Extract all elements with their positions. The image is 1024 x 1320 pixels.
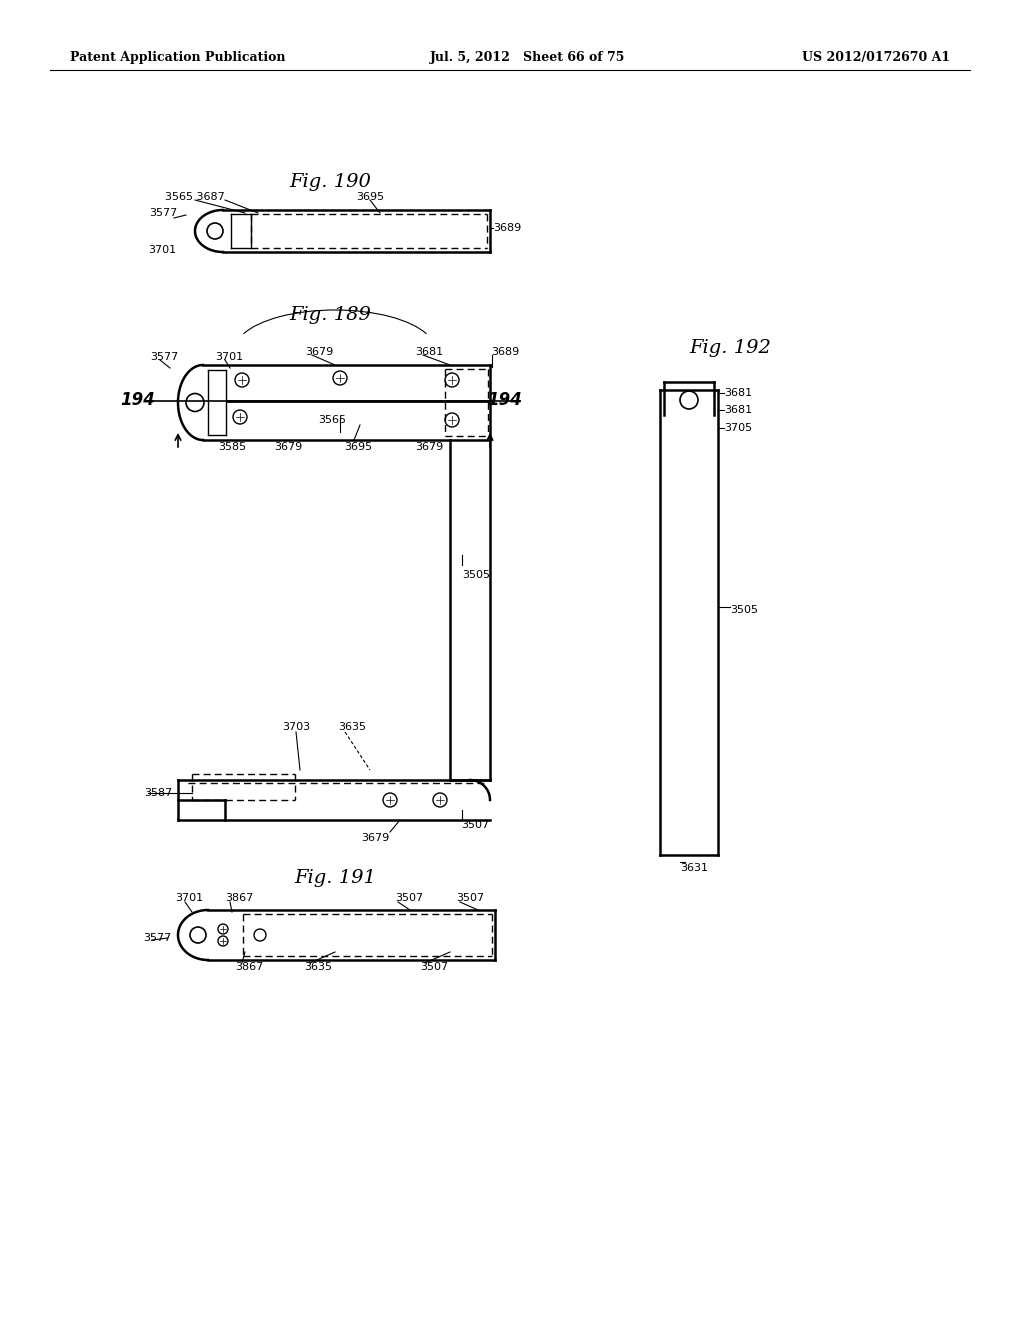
Text: 3689: 3689 (493, 223, 521, 234)
Text: 3507: 3507 (456, 894, 484, 903)
Text: 3701: 3701 (215, 352, 243, 362)
Text: US 2012/0172670 A1: US 2012/0172670 A1 (802, 50, 950, 63)
Text: 3679: 3679 (360, 833, 389, 843)
Text: Fig. 190: Fig. 190 (289, 173, 371, 191)
Text: Patent Application Publication: Patent Application Publication (70, 50, 286, 63)
Text: Fig. 189: Fig. 189 (289, 306, 371, 323)
Text: 3507: 3507 (420, 962, 449, 972)
Text: 3701: 3701 (148, 246, 176, 255)
Text: 3585: 3585 (218, 442, 246, 451)
Text: 3695: 3695 (356, 191, 384, 202)
Text: 3577: 3577 (150, 209, 177, 218)
Text: 3505: 3505 (462, 570, 490, 579)
Text: Fig. 192: Fig. 192 (689, 339, 771, 356)
Text: Fig. 191: Fig. 191 (294, 869, 376, 887)
Text: 3635: 3635 (338, 722, 366, 733)
Text: 3681: 3681 (724, 405, 752, 414)
Text: Jul. 5, 2012   Sheet 66 of 75: Jul. 5, 2012 Sheet 66 of 75 (430, 50, 626, 63)
Text: 3705: 3705 (724, 422, 752, 433)
Text: 3577: 3577 (143, 933, 171, 942)
Text: 3565: 3565 (318, 414, 346, 425)
Text: 3679: 3679 (415, 442, 443, 451)
Text: 3867: 3867 (225, 894, 253, 903)
Text: 3701: 3701 (175, 894, 203, 903)
Text: 3587: 3587 (144, 788, 172, 799)
Text: 3505: 3505 (730, 605, 758, 615)
Text: 3507: 3507 (461, 820, 489, 830)
Text: 3689: 3689 (490, 347, 519, 356)
Text: 3679: 3679 (274, 442, 302, 451)
Text: 3631: 3631 (680, 863, 708, 873)
Text: 3507: 3507 (395, 894, 423, 903)
Text: 194: 194 (487, 391, 522, 409)
Text: 3867: 3867 (234, 962, 263, 972)
Text: 3565 3687: 3565 3687 (165, 191, 225, 202)
Text: 194: 194 (121, 391, 156, 409)
Text: 3703: 3703 (282, 722, 310, 733)
Text: 3681: 3681 (724, 388, 752, 399)
Text: 3681: 3681 (415, 347, 443, 356)
Text: 3577: 3577 (150, 352, 178, 362)
Text: 3695: 3695 (344, 442, 372, 451)
Text: 3679: 3679 (305, 347, 333, 356)
Text: 3635: 3635 (304, 962, 332, 972)
